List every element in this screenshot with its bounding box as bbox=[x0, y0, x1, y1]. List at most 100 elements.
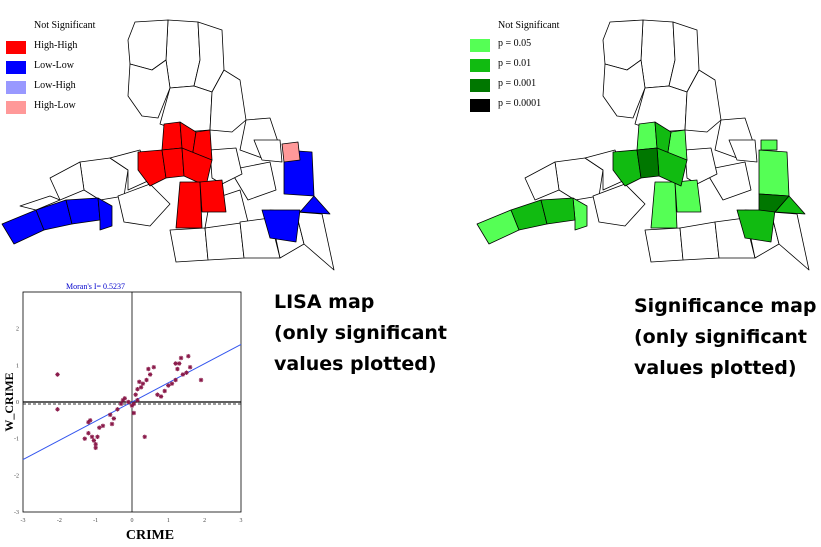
y-tick-label: 2 bbox=[16, 327, 19, 333]
data-point bbox=[146, 366, 151, 372]
data-point bbox=[173, 377, 178, 383]
legend-label: Low-High bbox=[34, 80, 76, 91]
caption-line: values plotted) bbox=[634, 357, 797, 379]
tract-p-0.05 bbox=[758, 149, 790, 197]
data-point bbox=[91, 438, 97, 443]
tract-p-0.05 bbox=[650, 181, 678, 229]
legend-swatch bbox=[6, 81, 26, 94]
tract bbox=[169, 227, 209, 263]
data-point bbox=[131, 401, 137, 407]
data-point bbox=[155, 392, 160, 397]
tract bbox=[295, 211, 335, 271]
tract bbox=[19, 195, 61, 211]
x-tick-label: -3 bbox=[21, 518, 26, 524]
legend-label: Low-Low bbox=[34, 60, 74, 71]
tract-p-0.001 bbox=[636, 147, 660, 179]
x-tick-label: 0 bbox=[131, 518, 134, 524]
y-tick-label: -1 bbox=[14, 437, 19, 443]
data-point bbox=[133, 392, 138, 397]
data-point bbox=[137, 379, 142, 385]
data-point bbox=[82, 436, 87, 441]
legend-swatch bbox=[6, 61, 26, 74]
tract bbox=[592, 183, 646, 227]
data-point bbox=[198, 377, 204, 383]
tract bbox=[679, 221, 720, 261]
data-point bbox=[120, 397, 126, 403]
data-point bbox=[166, 383, 171, 388]
tract bbox=[49, 161, 85, 201]
tract bbox=[728, 139, 758, 163]
tract bbox=[165, 19, 201, 89]
data-point bbox=[162, 388, 167, 394]
moran-scatterplot: Moran's I= 0.5237 -3 -2 -1 0 1 2 3 -3 -2 -1 0 1 2 CR… bbox=[2, 282, 243, 543]
data-point bbox=[142, 434, 147, 440]
data-point bbox=[93, 445, 98, 451]
data-point bbox=[173, 361, 178, 366]
tract-high-high bbox=[161, 121, 183, 151]
legend-label: High-High bbox=[34, 40, 78, 51]
tract-p-0.05 bbox=[572, 197, 588, 231]
x-tick-label: 1 bbox=[167, 518, 170, 524]
data-point bbox=[178, 355, 184, 361]
y-tick-label: 1 bbox=[16, 363, 19, 369]
regression-line bbox=[22, 343, 242, 461]
lisa-caption: LISA map (only significant values plotte… bbox=[274, 287, 447, 380]
data-point bbox=[169, 381, 175, 386]
data-point bbox=[108, 412, 113, 418]
x-tick-label: -2 bbox=[57, 518, 62, 524]
tract-p-0.05 bbox=[760, 139, 778, 151]
data-point bbox=[140, 381, 146, 386]
significance-caption: Significance map (only significant value… bbox=[634, 291, 817, 384]
caption-line: Significance map bbox=[634, 295, 817, 317]
legend-swatch bbox=[6, 101, 26, 114]
data-point bbox=[100, 423, 106, 429]
x-tick-label: 2 bbox=[203, 518, 206, 524]
tract-high-high bbox=[161, 147, 185, 179]
data-point bbox=[187, 364, 193, 370]
tract-p-0.01 bbox=[540, 197, 576, 225]
data-point bbox=[131, 410, 137, 416]
tract-low-low bbox=[299, 195, 331, 215]
tract-low-low bbox=[261, 209, 301, 243]
data-point bbox=[111, 416, 117, 421]
tract bbox=[770, 211, 810, 271]
data-point bbox=[93, 441, 98, 447]
tract bbox=[602, 59, 646, 119]
tract bbox=[117, 183, 171, 227]
caption-line: LISA map bbox=[274, 291, 375, 313]
data-point bbox=[88, 418, 93, 423]
tract-p-0.001 bbox=[758, 193, 790, 213]
legend-label: p = 0.01 bbox=[498, 58, 532, 69]
legend-label: Not Significant bbox=[498, 20, 560, 31]
tract-low-low bbox=[65, 197, 101, 225]
legend-swatch bbox=[6, 41, 26, 54]
legend-label: p = 0.05 bbox=[498, 38, 532, 49]
data-point bbox=[158, 394, 164, 399]
x-tick-label: 3 bbox=[240, 518, 243, 524]
legend-label: Not Significant bbox=[34, 20, 96, 31]
lisa-map bbox=[1, 19, 335, 271]
tract-p-0.05 bbox=[674, 179, 702, 213]
significance-legend: Not Significant p = 0.05 p = 0.01 p = 0.… bbox=[470, 20, 590, 120]
data-point bbox=[180, 372, 186, 377]
data-point bbox=[109, 421, 115, 427]
tract bbox=[684, 147, 718, 185]
legend-swatch bbox=[470, 99, 490, 112]
x-axis-label: CRIME bbox=[126, 528, 174, 543]
data-point bbox=[55, 372, 60, 377]
data-point bbox=[144, 377, 149, 383]
significance-map bbox=[476, 19, 810, 271]
legend-swatch bbox=[470, 39, 490, 52]
data-point bbox=[135, 397, 140, 403]
data-point bbox=[135, 386, 140, 392]
legend-swatch bbox=[470, 59, 490, 72]
tract-p-0.05 bbox=[636, 121, 658, 151]
caption-line: (only significant bbox=[634, 326, 808, 348]
tract-low-low bbox=[97, 197, 113, 231]
y-tick-label: -3 bbox=[14, 510, 19, 516]
tract-high-high bbox=[175, 181, 203, 229]
data-point bbox=[89, 434, 95, 440]
data-point bbox=[138, 385, 144, 390]
y-axis-label: W_CRIME bbox=[2, 372, 16, 431]
tract bbox=[209, 147, 243, 185]
